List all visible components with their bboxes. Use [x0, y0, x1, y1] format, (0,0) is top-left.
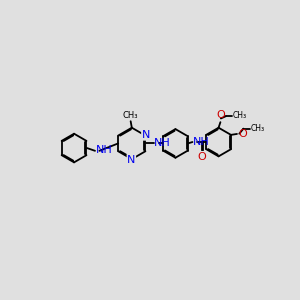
- Text: NH: NH: [95, 145, 112, 155]
- Text: O: O: [238, 129, 247, 139]
- Text: CH₃: CH₃: [123, 111, 138, 120]
- Text: O: O: [217, 110, 225, 120]
- Text: N: N: [127, 154, 136, 165]
- Text: CH₃: CH₃: [233, 111, 247, 120]
- Text: NH: NH: [154, 138, 171, 148]
- Text: O: O: [198, 152, 206, 161]
- Text: CH₃: CH₃: [250, 124, 265, 133]
- Text: N: N: [142, 130, 150, 140]
- Text: NH: NH: [193, 136, 210, 147]
